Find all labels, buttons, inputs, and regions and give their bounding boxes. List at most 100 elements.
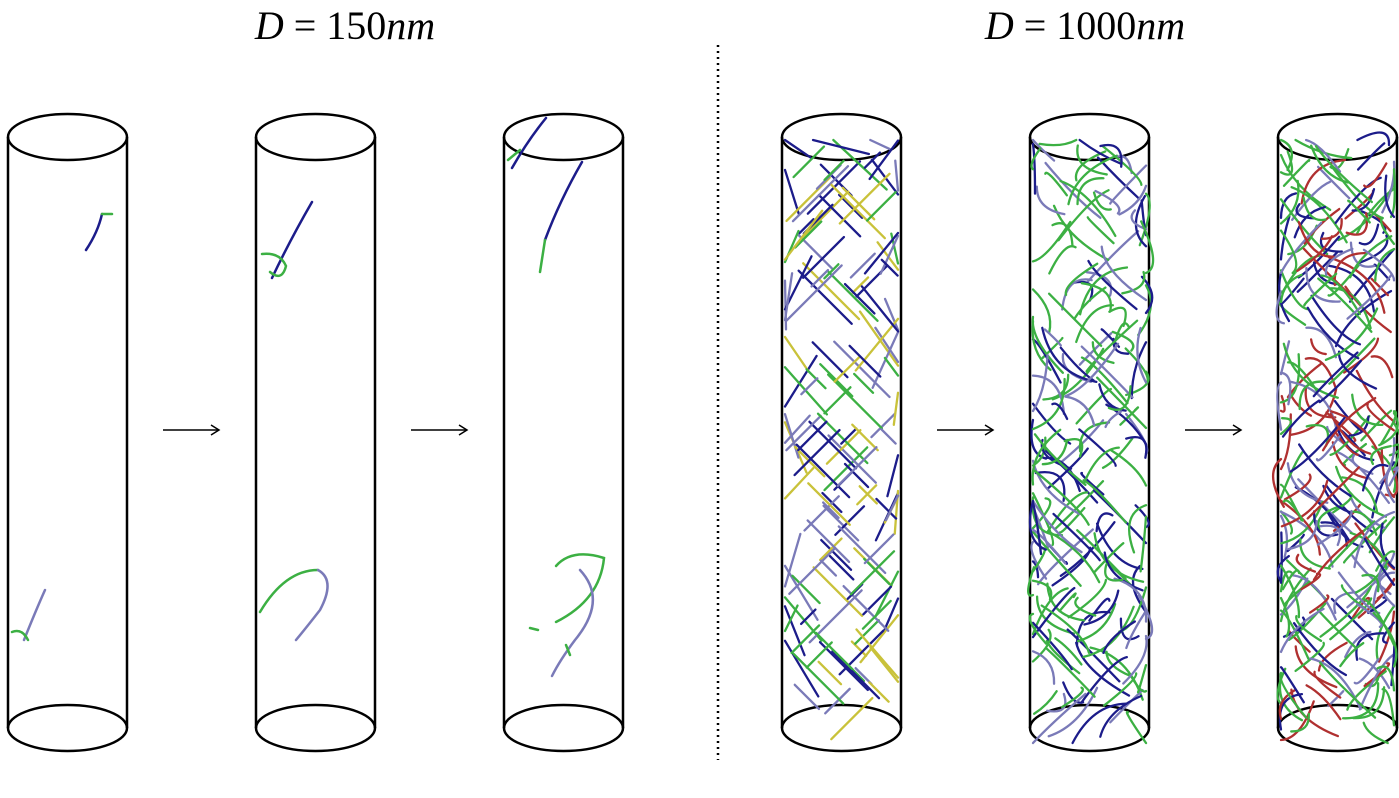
- dislocation-line: [849, 252, 876, 279]
- dislocation-line: [1384, 174, 1396, 219]
- dislocation-line: [798, 218, 815, 235]
- dislocation-line: [1130, 341, 1148, 400]
- dislocation-line: [1042, 373, 1070, 401]
- dislocation-line: [1031, 354, 1049, 413]
- cylinder-top: [6, 112, 129, 162]
- dislocation-line: [822, 504, 860, 542]
- dislocation-line: [823, 386, 852, 415]
- dislocation-line: [799, 608, 817, 626]
- dislocation-line: [1281, 399, 1321, 438]
- dislocation-line: [543, 160, 584, 242]
- dislocation-line: [794, 220, 823, 249]
- dislocation-line: [1278, 689, 1296, 720]
- dislocation-line: [854, 317, 900, 372]
- dislocation-line: [1031, 587, 1069, 636]
- dislocation-line: [1279, 138, 1294, 172]
- dislocation-line: [1278, 692, 1304, 731]
- dislocation-line: [1083, 589, 1120, 626]
- dislocation-line: [1091, 341, 1115, 365]
- dislocation-line: [1352, 510, 1378, 536]
- dislocation-line: [1310, 144, 1350, 184]
- dislocation-line: [863, 231, 900, 275]
- dislocation-line: [1104, 410, 1123, 429]
- dislocation-line: [1060, 686, 1084, 709]
- cylinder-bottom: [1276, 703, 1399, 753]
- dislocation-line: [1275, 290, 1286, 325]
- dislocation-line: [854, 619, 880, 645]
- dislocation-line: [1370, 444, 1392, 466]
- dislocation-line: [1351, 187, 1376, 212]
- dislocation-line: [1118, 184, 1148, 216]
- dislocation-line: [1119, 617, 1140, 641]
- dislocation-line: [1279, 417, 1293, 436]
- dislocation-line: [874, 570, 900, 618]
- dislocation-line: [1319, 585, 1373, 638]
- dislocation-line: [1320, 217, 1343, 240]
- dislocation-line: [1109, 164, 1148, 205]
- dislocation-line: [1282, 158, 1311, 187]
- dislocation-line: [1354, 559, 1389, 594]
- dislocation-line: [1099, 694, 1143, 738]
- dislocation-line: [294, 568, 329, 642]
- dislocation-line: [1330, 410, 1384, 464]
- dislocation-line: [1031, 138, 1056, 162]
- dislocation-line: [510, 116, 548, 170]
- sequence-arrow-icon: [411, 424, 469, 436]
- dislocation-line: [1312, 530, 1364, 581]
- dislocation-line: [1035, 185, 1066, 216]
- dislocation-line: [1381, 688, 1396, 727]
- dislocation-line: [1054, 637, 1083, 666]
- dislocation-line: [886, 454, 900, 498]
- dislocation-line: [1289, 416, 1346, 473]
- dislocation-line: [1101, 437, 1134, 469]
- dislocation-line: [1109, 449, 1148, 487]
- dislocation-line: [1294, 641, 1325, 673]
- dislocation-line: [863, 151, 882, 169]
- dislocation-line: [10, 629, 30, 642]
- dislocation-line: [1086, 216, 1115, 245]
- dislocation-line: [837, 525, 887, 575]
- dislocation-line: [859, 614, 900, 664]
- dislocation-line: [1279, 269, 1310, 311]
- dislocation-line: [892, 391, 900, 426]
- dislocation-line: [1276, 554, 1290, 583]
- dislocation-line: [1279, 499, 1322, 556]
- dislocation-line: [1329, 412, 1372, 455]
- dislocation-line: [1288, 630, 1311, 653]
- dislocation-line: [855, 628, 900, 679]
- dislocation-line: [1051, 402, 1069, 421]
- dislocation-line: [1337, 350, 1378, 390]
- dislocation-line: [1103, 551, 1144, 592]
- dislocation-line: [1304, 138, 1342, 173]
- dislocation-line: [1379, 522, 1396, 569]
- dislocation-line: [1067, 578, 1108, 619]
- dislocation-line: [1092, 542, 1125, 574]
- dislocation-line: [880, 428, 897, 445]
- dislocation-line: [1381, 621, 1396, 644]
- dislocation-line: [1298, 380, 1328, 411]
- dislocation-line: [866, 191, 897, 222]
- dislocation-line: [807, 482, 851, 526]
- dislocation-line: [1279, 215, 1291, 261]
- dislocation-line: [1111, 330, 1135, 352]
- dislocation-line: [1279, 666, 1305, 704]
- dislocation-line: [1299, 538, 1331, 570]
- dislocation-line: [1362, 248, 1396, 282]
- diameter-symbol: D: [254, 3, 284, 48]
- dislocation-line: [783, 605, 806, 657]
- dislocation-line: [1381, 160, 1396, 214]
- dislocation-line: [1071, 702, 1128, 745]
- dislocation-line: [1376, 665, 1396, 692]
- dislocation-line: [1044, 646, 1096, 698]
- dislocation-line: [1317, 641, 1348, 672]
- dislocation-line: [819, 559, 838, 577]
- dislocation-line: [1075, 387, 1113, 425]
- dislocation-line: [817, 660, 843, 686]
- dislocation-line: [783, 466, 815, 500]
- dislocation-line: [810, 268, 830, 288]
- dislocation-line: [1027, 566, 1036, 597]
- dislocation-line: [870, 412, 897, 439]
- dislocation-line: [792, 652, 845, 705]
- dislocation-line: [820, 538, 853, 571]
